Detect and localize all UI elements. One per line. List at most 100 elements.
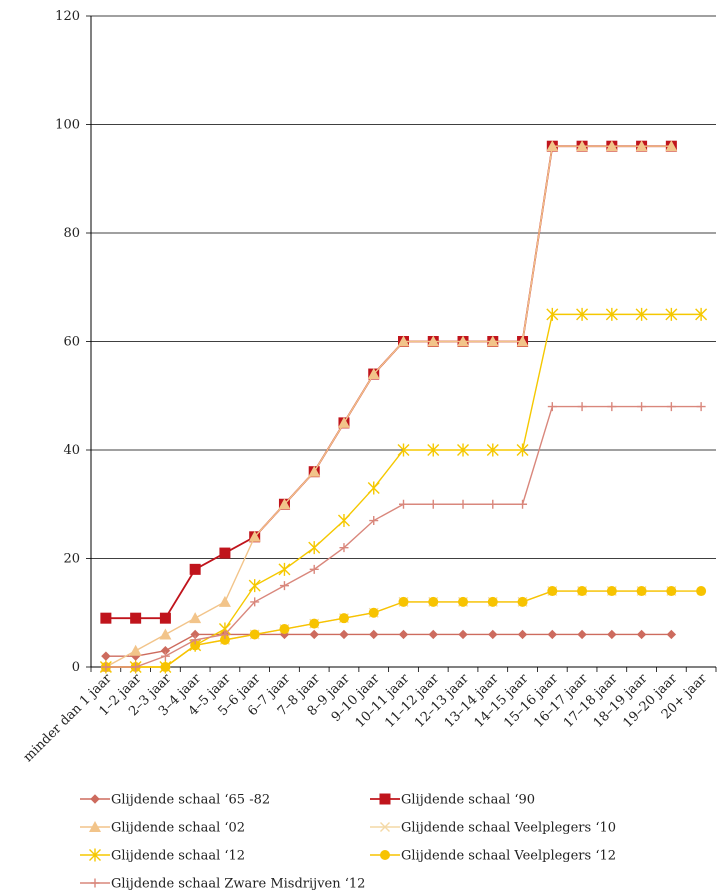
data-point: [248, 530, 261, 542]
data-point: [458, 629, 468, 640]
data-point: [339, 543, 349, 553]
data-point: [101, 651, 111, 661]
data-point: [488, 499, 498, 509]
y-tick-label: 60: [63, 335, 80, 350]
data-point: [516, 335, 529, 347]
data-point: [159, 612, 171, 624]
data-point: [250, 597, 260, 607]
data-point: [248, 579, 261, 593]
data-point: [427, 335, 440, 347]
series-1: [100, 140, 677, 624]
data-point: [635, 140, 648, 152]
data-point: [219, 634, 230, 645]
data-point: [457, 443, 470, 457]
legend-label: Glijdende schaal Veelplegers ‘12: [401, 849, 616, 864]
legend-item: Glijdende schaal Veelplegers ‘12: [370, 849, 616, 864]
y-tick-label: 0: [72, 660, 80, 675]
series-line: [105, 633, 672, 657]
data-point: [547, 629, 558, 640]
data-point: [190, 640, 201, 651]
legend-swatch-marker: [90, 878, 100, 888]
data-point: [397, 335, 410, 347]
data-point: [517, 596, 528, 607]
data-point: [458, 499, 468, 509]
legend: Glijdende schaal ‘65 -82 Glijdende schaal…: [80, 793, 616, 892]
plot-area: [99, 140, 708, 674]
data-point: [278, 498, 291, 510]
legend-item: Glijdende schaal ‘02: [80, 821, 245, 836]
data-point: [159, 628, 172, 640]
data-point: [428, 499, 438, 509]
legend-label: Glijdende schaal ‘65 -82: [111, 793, 270, 808]
data-point: [368, 607, 379, 618]
data-point: [486, 443, 499, 457]
data-point: [635, 307, 648, 321]
data-point: [279, 581, 289, 591]
data-point: [367, 481, 380, 495]
y-tick-label: 40: [63, 443, 80, 458]
y-tick-label: 80: [63, 226, 80, 241]
legend-swatch-marker: [89, 848, 101, 862]
data-point: [249, 629, 260, 640]
series-5: [100, 586, 707, 672]
data-point: [576, 307, 589, 321]
legend-item: Glijdende schaal Zware Misdrijven ‘12: [80, 877, 365, 892]
data-point: [457, 335, 470, 347]
y-axis-tick-labels: 0 20 40 60 80 100 120: [55, 9, 80, 675]
data-point: [190, 635, 200, 645]
data-point: [369, 516, 379, 526]
data-point: [577, 629, 587, 640]
data-point: [427, 443, 440, 457]
legend-swatch-marker: [380, 850, 390, 860]
data-point: [160, 662, 171, 672]
data-point: [607, 402, 617, 412]
data-point: [101, 662, 111, 672]
series-3: [100, 586, 677, 672]
data-point: [100, 612, 112, 624]
y-tick-label: 20: [63, 552, 80, 567]
data-point: [309, 564, 319, 574]
data-point: [130, 612, 142, 624]
data-point: [398, 596, 409, 607]
data-point: [546, 140, 559, 152]
data-point: [369, 629, 379, 640]
data-point: [308, 541, 321, 555]
gridlines: [91, 15, 716, 559]
data-point: [636, 629, 647, 640]
data-point: [605, 307, 618, 321]
data-point: [308, 465, 321, 477]
data-point: [637, 402, 647, 412]
data-point: [577, 402, 587, 412]
y-tick-label: 100: [55, 118, 80, 133]
data-point: [219, 547, 231, 559]
data-point: [399, 499, 408, 509]
data-point: [338, 613, 349, 624]
data-point: [398, 629, 409, 640]
data-point: [428, 596, 439, 607]
legend-swatch-marker: [90, 794, 100, 804]
legend-item: Glijdende schaal ‘65 -82: [80, 793, 270, 808]
data-point: [576, 140, 589, 152]
data-point: [458, 596, 469, 607]
data-point: [131, 662, 141, 672]
legend-swatch-marker: [380, 822, 390, 832]
data-point: [309, 629, 319, 640]
data-point: [367, 368, 380, 380]
data-point: [666, 586, 677, 597]
data-point: [605, 140, 618, 152]
data-point: [309, 618, 320, 629]
data-point: [547, 402, 557, 412]
data-point: [129, 644, 142, 656]
data-point: [337, 514, 350, 528]
legend-item: Glijdende schaal ‘12: [80, 848, 245, 864]
data-point: [518, 499, 528, 509]
data-point: [218, 595, 231, 607]
data-point: [665, 140, 678, 152]
series-4: [99, 307, 708, 674]
data-point: [516, 443, 529, 457]
data-point: [517, 629, 528, 640]
x-tick-label: minder dan 1 jaar: [21, 671, 116, 766]
series-0: [101, 629, 677, 661]
